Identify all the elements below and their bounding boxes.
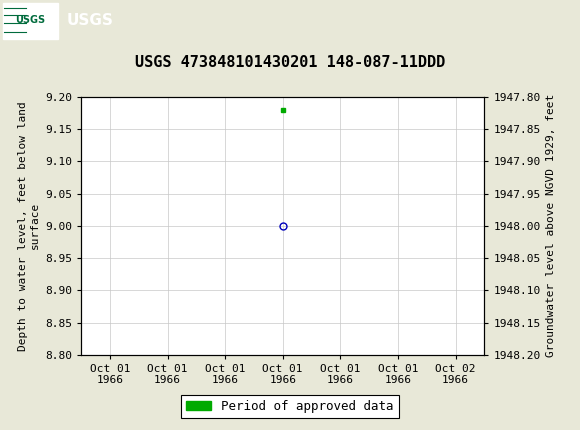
Text: USGS 473848101430201 148-087-11DDD: USGS 473848101430201 148-087-11DDD [135,55,445,70]
Y-axis label: Groundwater level above NGVD 1929, feet: Groundwater level above NGVD 1929, feet [546,94,556,357]
Text: USGS: USGS [67,13,114,28]
Y-axis label: Depth to water level, feet below land
surface: Depth to water level, feet below land su… [18,101,39,350]
FancyBboxPatch shape [3,3,58,39]
Text: USGS: USGS [15,15,45,25]
Legend: Period of approved data: Period of approved data [181,395,399,418]
